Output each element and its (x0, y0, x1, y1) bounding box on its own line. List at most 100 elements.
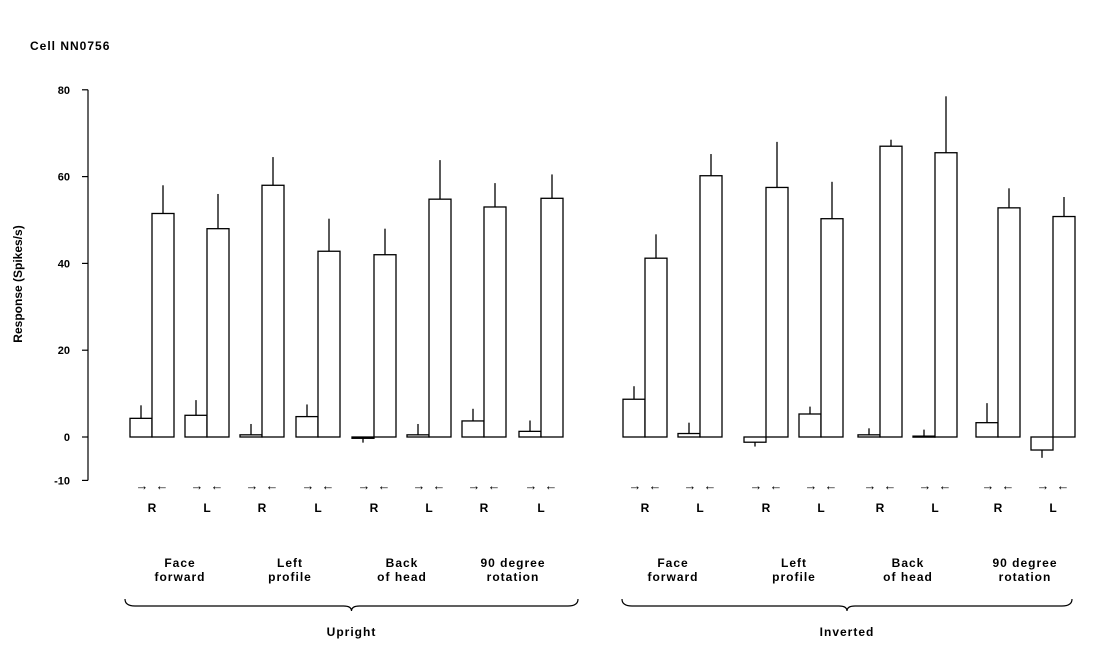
y-tick-label: 40 (58, 258, 70, 270)
y-tick-label: 0 (64, 432, 70, 444)
arrow-right-label: → (1037, 478, 1050, 493)
side-label: R (641, 501, 650, 515)
arrow-left-label: ← (266, 478, 279, 493)
side-label: R (762, 501, 771, 515)
y-tick-label: 20 (58, 345, 70, 357)
bar-toward (644, 257, 668, 438)
bar-away (239, 434, 263, 438)
condition-label: forward (154, 570, 205, 584)
arrow-left-label: ← (1002, 478, 1015, 493)
arrow-left-label: ← (156, 478, 169, 493)
arrow-left-label: ← (211, 478, 224, 493)
arrow-left-label: ← (825, 478, 838, 493)
arrow-right-label: → (750, 478, 763, 493)
group-bracket (621, 598, 1073, 612)
condition-label: of head (377, 570, 427, 584)
side-label: R (370, 501, 379, 515)
side-label: L (931, 501, 938, 515)
condition-label: 90 degree (992, 556, 1057, 570)
arrow-right-label: → (525, 478, 538, 493)
y-tick-label: 60 (58, 172, 70, 184)
bar-away (677, 432, 701, 438)
arrow-right-label: → (191, 478, 204, 493)
bar-toward (261, 184, 285, 438)
arrow-left-label: ← (433, 478, 446, 493)
bar-toward (540, 197, 564, 438)
bar-away (406, 434, 430, 438)
arrow-right-label: → (136, 478, 149, 493)
bar-away (622, 398, 646, 438)
bar-toward (820, 218, 844, 438)
side-label: R (480, 501, 489, 515)
condition-label: Face (657, 556, 688, 570)
condition-label: Left (781, 556, 807, 570)
arrow-right-label: → (358, 478, 371, 493)
bars (129, 96, 1076, 458)
condition-label: 90 degree (480, 556, 545, 570)
condition-label: rotation (487, 570, 540, 584)
condition-label: profile (268, 570, 312, 584)
arrow-left-label: ← (1057, 478, 1070, 493)
arrow-right-label: → (982, 478, 995, 493)
condition-label: rotation (999, 570, 1052, 584)
side-label: L (425, 501, 432, 515)
arrow-left-label: ← (649, 478, 662, 493)
condition-label: forward (647, 570, 698, 584)
bar-away (975, 422, 999, 438)
bar-toward (699, 175, 723, 438)
side-label: L (203, 501, 210, 515)
bar-toward (765, 186, 789, 438)
side-label: L (537, 501, 544, 515)
bar-away (518, 430, 542, 438)
bar-away (351, 436, 375, 439)
group-label: Upright (327, 625, 377, 639)
arrow-left-label: ← (704, 478, 717, 493)
bar-toward (206, 228, 230, 438)
bar-away (184, 414, 208, 438)
chart-title: Cell NN0756 (30, 39, 110, 53)
arrow-left-label: ← (939, 478, 952, 493)
arrow-right-label: → (629, 478, 642, 493)
arrow-left-label: ← (488, 478, 501, 493)
bar-away (129, 417, 153, 438)
arrow-left-label: ← (884, 478, 897, 493)
bar-toward (483, 206, 507, 438)
group-bracket (124, 598, 579, 612)
side-label: R (876, 501, 885, 515)
bar-toward (879, 145, 903, 438)
arrow-right-label: → (413, 478, 426, 493)
side-label: L (696, 501, 703, 515)
bar-toward (997, 207, 1021, 438)
arrow-right-label: → (302, 478, 315, 493)
category-labels: → ←R→ ←L→ ←R→ ←L→ ←R→ ←L→ ←R→ ←L→ ←R→ ←L→ ←R→ ←L→ ←R→… (124, 478, 1073, 639)
bar-toward (934, 152, 958, 438)
y-axis: -10 0 20 40 60 80 (54, 85, 89, 487)
bar-away (857, 434, 881, 438)
group-label: Inverted (820, 625, 875, 639)
arrow-left-label: ← (770, 478, 783, 493)
condition-label: Back (386, 556, 419, 570)
condition-label: Face (164, 556, 195, 570)
bar-away (912, 435, 936, 438)
arrow-right-label: → (864, 478, 877, 493)
bar-toward (373, 254, 397, 438)
arrow-left-label: ← (322, 478, 335, 493)
bar-toward (428, 198, 452, 438)
y-axis-label: Response (Spikes/s) (11, 225, 25, 342)
bar-toward (317, 250, 341, 438)
arrow-right-label: → (246, 478, 259, 493)
arrow-right-label: → (919, 478, 932, 493)
bar-toward (1052, 215, 1076, 438)
condition-label: profile (772, 570, 816, 584)
bar-away (743, 436, 767, 443)
bar-away (1030, 436, 1054, 451)
side-label: L (817, 501, 824, 515)
arrow-right-label: → (805, 478, 818, 493)
condition-label: Left (277, 556, 303, 570)
arrow-left-label: ← (545, 478, 558, 493)
condition-label: of head (883, 570, 933, 584)
arrow-right-label: → (468, 478, 481, 493)
side-label: L (1049, 501, 1056, 515)
y-tick-label: -10 (54, 475, 70, 487)
